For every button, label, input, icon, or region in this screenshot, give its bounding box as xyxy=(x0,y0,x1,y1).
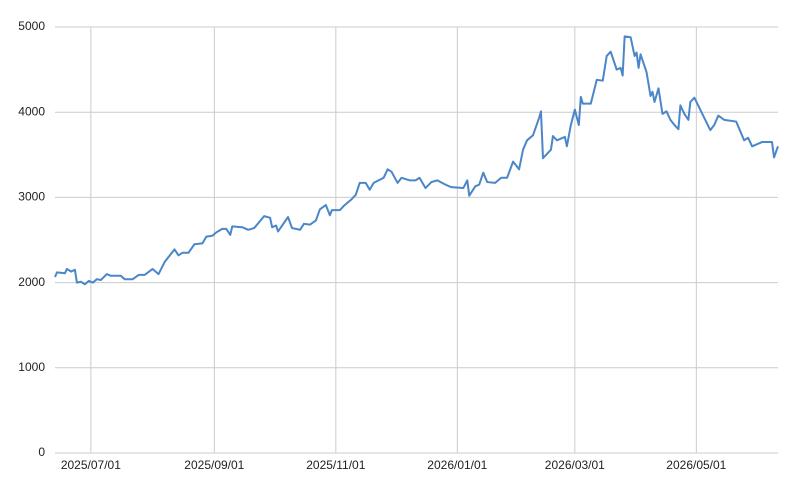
x-tick-label: 2026/01/01 xyxy=(427,458,487,472)
y-tick-label: 3000 xyxy=(18,190,45,204)
x-tick-label: 2025/11/01 xyxy=(306,458,365,472)
y-tick-label: 2000 xyxy=(18,275,45,289)
y-tick-label: 4000 xyxy=(18,104,45,118)
x-tick-label: 2025/07/01 xyxy=(61,458,121,472)
data-line xyxy=(54,35,779,286)
y-tick-label: 5000 xyxy=(18,19,45,33)
y-tick-label: 0 xyxy=(38,445,45,459)
x-tick-label: 2025/09/01 xyxy=(184,458,244,472)
x-tick-label: 2026/03/01 xyxy=(545,458,605,472)
y-tick-label: 1000 xyxy=(18,360,45,374)
x-tick-label: 2026/05/01 xyxy=(666,458,726,472)
